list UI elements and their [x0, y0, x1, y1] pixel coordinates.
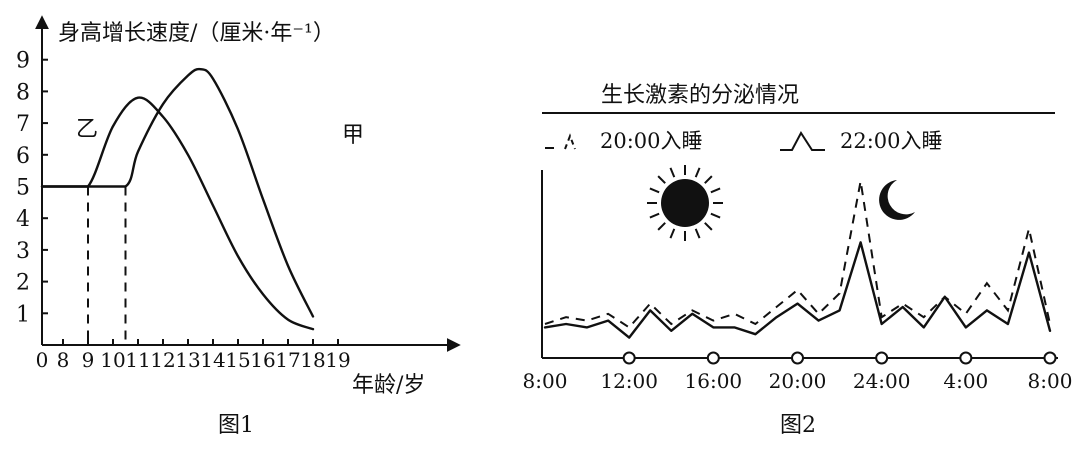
sun-ray — [710, 212, 721, 219]
fig2-x-ticks: 8:00 12:00 16:00 20:00 24:00 4:00 8:00 — [523, 351, 1073, 393]
fig1-x-tick-label: 19 — [325, 348, 350, 372]
sun-ray — [710, 187, 721, 194]
fig1-x-tick-label: 9 — [82, 348, 95, 372]
fig1-y-tick-label: 2 — [16, 271, 30, 296]
fig1-x-ticks: 0 8 9 10 11 12 13 14 15 16 17 18 19 — [36, 339, 351, 372]
fig2-x-tick-label: 4:00 — [943, 369, 988, 393]
fig1-y-ticks: 1 2 3 4 5 6 7 8 9 — [16, 49, 48, 327]
fig2-x-tick-label: 8:00 — [1028, 369, 1073, 393]
fig1-x-tick-label: 0 — [36, 348, 49, 372]
legend-label-22: 22:00入睡 — [840, 129, 943, 153]
fig1-x-tick-label: 11 — [125, 348, 150, 372]
fig2-x-tick-marker — [875, 351, 889, 365]
fig1-x-tick-label: 10 — [100, 348, 125, 372]
fig2-title: 生长激素的分泌情况 — [601, 83, 799, 108]
fig1-x-tick-label: 15 — [225, 348, 250, 372]
fig1-caption: 图1 — [218, 413, 254, 438]
fig2-caption: 图2 — [780, 413, 816, 438]
fig1-x-tick-label: 16 — [250, 348, 275, 372]
fig2-x-tick-marker — [959, 351, 973, 365]
fig1-x-tick-label: 17 — [275, 348, 300, 372]
fig1-series-label-yi: 乙 — [76, 117, 98, 142]
fig1-y-tick-label: 7 — [16, 112, 30, 137]
figure2-growth-hormone-chart: 生长激素的分泌情况 20:00入睡 22:00入睡 8:00 12:00 16:00… — [523, 83, 1073, 438]
fig2-legend: 20:00入睡 22:00入睡 — [545, 129, 943, 153]
sun-ray — [657, 175, 666, 184]
sun-ray — [694, 167, 701, 178]
sun-ray — [669, 228, 676, 239]
fig1-x-tick-label: 12 — [150, 348, 175, 372]
fig2-x-tick-marker — [706, 351, 720, 365]
sun-ray — [704, 175, 713, 184]
sun-ray — [649, 187, 660, 194]
fig1-y-tick-label: 4 — [16, 207, 30, 232]
sun-ray — [657, 222, 666, 231]
legend-swatch-solid — [780, 131, 825, 151]
legend-swatch-dashed — [545, 133, 576, 150]
fig2-series-line-20-00 — [544, 181, 1051, 329]
fig2-series — [543, 181, 1052, 339]
legend-label-20: 20:00入睡 — [600, 129, 703, 153]
sun-ray — [669, 167, 676, 178]
fig2-x-tick-label: 8:00 — [523, 369, 568, 393]
fig1-x-tick-label: 14 — [200, 348, 225, 372]
fig2-x-tick-label: 16:00 — [685, 369, 743, 393]
fig1-reference-lines — [87, 186, 127, 345]
fig1-series-line-yi — [40, 96, 315, 331]
fig2-x-tick-marker — [1043, 351, 1057, 365]
fig1-y-tick-label: 8 — [16, 80, 30, 105]
fig1-series — [40, 67, 315, 331]
fig1-y-tick-label: 9 — [16, 49, 30, 74]
fig1-y-tick-label: 6 — [16, 144, 30, 169]
fig2-x-tick-label: 24:00 — [853, 369, 911, 393]
fig2-series-line-22-00 — [543, 241, 1052, 339]
sun-ray — [704, 222, 713, 231]
sun-ray — [694, 228, 701, 239]
fig1-y-tick-label: 1 — [16, 302, 30, 327]
fig2-x-tick-label: 20:00 — [769, 369, 827, 393]
sun-ray — [649, 212, 660, 219]
sun-icon — [647, 165, 723, 241]
fig1-x-tick-label: 8 — [57, 348, 70, 372]
fig1-y-tick-label: 3 — [16, 239, 30, 264]
fig1-y-axis-label: 身高增长速度/（厘米·年⁻¹） — [58, 21, 335, 46]
fig1-x-tick-label: 13 — [175, 348, 200, 372]
fig1-x-tick-label: 18 — [300, 348, 325, 372]
moon-icon — [879, 180, 915, 220]
fig1-series-label-jia: 甲 — [342, 123, 364, 148]
fig2-x-tick-label: 12:00 — [600, 369, 658, 393]
fig1-x-axis-label: 年龄/岁 — [352, 373, 425, 398]
fig1-series-line-jia — [40, 67, 315, 318]
sun-rays — [647, 165, 723, 241]
fig1-y-tick-label: 5 — [16, 176, 30, 201]
fig2-x-tick-marker — [622, 351, 636, 365]
fig2-x-tick-marker — [791, 351, 804, 365]
